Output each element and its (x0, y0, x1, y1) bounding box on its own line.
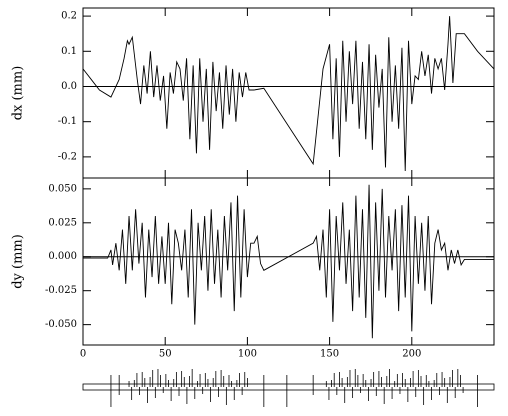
y-tick-label: 0.000 (48, 251, 77, 262)
y-tick-label: -0.1 (58, 116, 77, 127)
x-tick-label: 0 (80, 349, 86, 360)
x-tick-label: 100 (238, 349, 257, 360)
x-tick-label: 50 (159, 349, 172, 360)
y-tick-label: 0.2 (61, 11, 77, 22)
y-tick-label: -0.025 (45, 285, 77, 296)
y-tick-label: 0.025 (48, 217, 77, 228)
x-tick-label: 200 (402, 349, 421, 360)
lattice-line (82, 383, 495, 391)
x-tick-label: 150 (320, 349, 339, 360)
y-axis-label: dx (mm) (11, 66, 26, 121)
data-line (82, 16, 495, 171)
y-tick-label: -0.050 (45, 319, 77, 330)
y-tick-label: 0.050 (48, 183, 77, 194)
y-tick-label: -0.2 (58, 151, 77, 162)
data-line (83, 184, 494, 339)
y-tick-label: 0.0 (61, 81, 77, 92)
y-tick-label: 0.1 (61, 46, 77, 57)
plot-frame (82, 177, 495, 346)
y-axis-label: dy (mm) (11, 234, 26, 289)
